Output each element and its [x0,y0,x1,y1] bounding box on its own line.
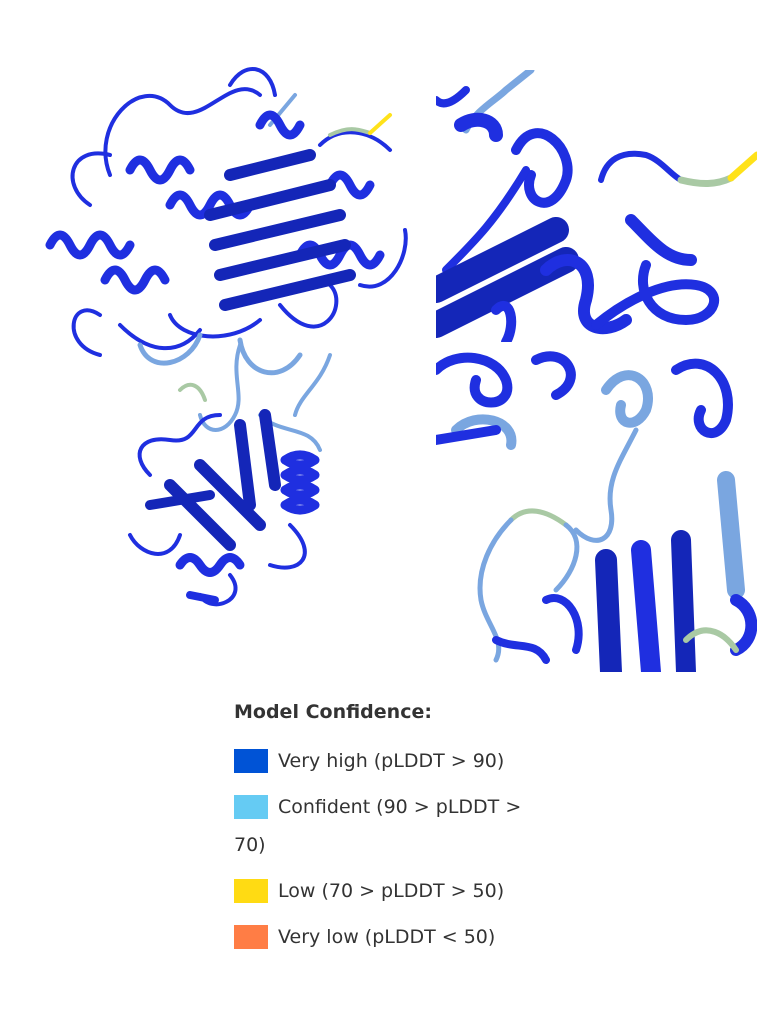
linker [293,353,332,417]
coil-loop [358,228,408,289]
helix-group [45,110,385,295]
linker [198,343,242,432]
terminal-tail [328,127,372,137]
coil-loop [228,67,277,97]
coil-loop [71,308,102,357]
legend-label-very-low: Very low (pLDDT < 50) [278,926,496,948]
protein-ribbon-zoom-top-svg [436,70,757,342]
coil-loop [70,151,112,207]
zoom-inset-top [436,70,757,342]
legend-title: Model Confidence: [234,701,432,723]
confident-loop [237,337,303,376]
legend-label-very-high: Very high (pLDDT > 90) [278,750,505,772]
protein-structure-main-view [30,55,420,615]
legend-label-low: Low (70 > pLDDT > 50) [278,880,505,902]
model-confidence-legend: Model Confidence: Very high (pLDDT > 90)… [234,700,574,964]
legend-item-very-high: Very high (pLDDT > 90) [234,742,574,780]
very-high-swatch [234,749,268,773]
legend-item-confident: Confident (90 > pLDDT > 70) [234,788,554,864]
zoom-inset-bottom [436,350,757,672]
terminal-tail [368,113,392,135]
lower-domain-group [128,409,322,607]
protein-ribbon-main-svg [45,67,408,607]
low-swatch [234,879,268,903]
legend-item-low: Low (70 > pLDDT > 50) [234,872,574,910]
linker [178,382,207,402]
beta-sheet-group [204,149,356,311]
confident-loop [137,332,203,366]
coil-loop [318,130,392,152]
legend-item-very-low: Very low (pLDDT < 50) [234,918,574,956]
very-low-swatch [234,925,268,949]
coil-loop [168,313,262,339]
protein-ribbon-zoom-bottom-svg [436,351,757,672]
legend-label-confident: Confident (90 > pLDDT > 70) [234,796,522,856]
coil-loop [103,87,262,177]
confident-swatch [234,795,268,819]
coil-loop [278,283,339,329]
coil-loop [118,323,202,351]
